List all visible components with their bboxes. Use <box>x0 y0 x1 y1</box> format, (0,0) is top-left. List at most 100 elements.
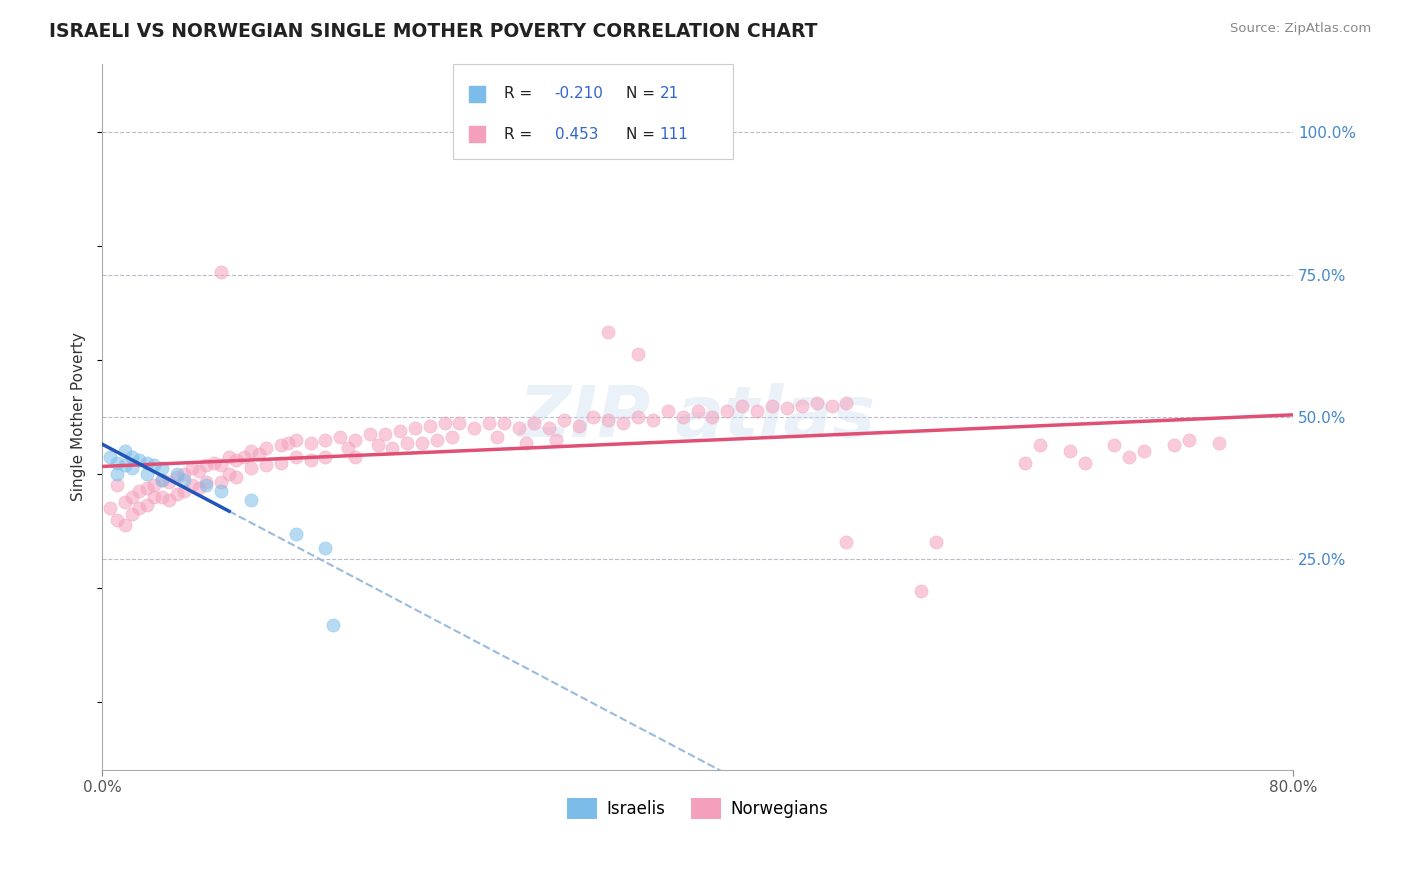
Point <box>560 182 582 196</box>
Point <box>336 442 359 456</box>
Y-axis label: Single Mother Poverty: Single Mother Poverty <box>72 333 86 501</box>
Point <box>329 430 352 444</box>
Point <box>284 450 307 464</box>
Text: ISRAELI VS NORWEGIAN SINGLE MOTHER POVERTY CORRELATION CHART: ISRAELI VS NORWEGIAN SINGLE MOTHER POVER… <box>49 22 818 41</box>
Point <box>835 396 858 410</box>
Point <box>747 404 769 418</box>
Point <box>761 399 783 413</box>
Point <box>1118 450 1140 464</box>
Point <box>314 450 336 464</box>
Point <box>314 541 336 555</box>
Point <box>657 404 679 418</box>
Text: R =: R = <box>503 87 537 102</box>
Point <box>157 475 180 490</box>
Point <box>344 433 367 447</box>
Point <box>254 442 277 456</box>
Point <box>98 450 121 464</box>
Point <box>98 501 121 516</box>
Point <box>247 447 270 461</box>
Point <box>114 444 136 458</box>
Point <box>567 418 589 433</box>
Point <box>419 418 441 433</box>
Point <box>114 458 136 473</box>
Point <box>188 464 211 478</box>
Point <box>173 467 195 481</box>
Point <box>404 421 426 435</box>
Point <box>322 617 344 632</box>
Point <box>494 416 516 430</box>
Point <box>254 458 277 473</box>
Point <box>910 583 932 598</box>
Point <box>209 265 232 279</box>
Legend: Israelis, Norwegians: Israelis, Norwegians <box>560 791 835 825</box>
Point <box>776 401 799 416</box>
Point <box>166 487 188 501</box>
Point <box>508 421 530 435</box>
Point <box>388 424 411 438</box>
Point <box>359 427 381 442</box>
Point <box>225 470 247 484</box>
Point <box>396 435 419 450</box>
Point <box>157 492 180 507</box>
Point <box>485 430 508 444</box>
Point <box>598 413 620 427</box>
Point <box>672 410 695 425</box>
Point <box>641 413 664 427</box>
Text: ZIP atlas: ZIP atlas <box>519 383 876 451</box>
Point <box>433 416 456 430</box>
Point <box>143 458 166 473</box>
Point <box>180 478 202 492</box>
Point <box>150 473 173 487</box>
Point <box>374 427 396 442</box>
FancyBboxPatch shape <box>454 64 734 160</box>
Point <box>135 481 157 495</box>
Point <box>731 399 754 413</box>
Point <box>344 450 367 464</box>
Point <box>612 416 634 430</box>
Point <box>1133 444 1156 458</box>
Point <box>627 347 650 361</box>
Point <box>1178 433 1201 447</box>
Point <box>582 410 605 425</box>
Point <box>121 461 143 475</box>
Point <box>150 461 173 475</box>
Point <box>225 452 247 467</box>
Point <box>114 495 136 509</box>
Point <box>702 410 724 425</box>
Point <box>232 450 254 464</box>
Point <box>270 438 292 452</box>
Text: R =: R = <box>503 127 537 142</box>
Point <box>299 435 322 450</box>
Point <box>284 433 307 447</box>
Point <box>105 512 128 526</box>
Point <box>1208 435 1230 450</box>
Point <box>209 458 232 473</box>
Point <box>180 461 202 475</box>
Point <box>121 507 143 521</box>
Point <box>143 490 166 504</box>
Point <box>121 490 143 504</box>
Text: N =: N = <box>626 127 659 142</box>
Point <box>411 435 433 450</box>
Point <box>314 433 336 447</box>
Point <box>553 413 575 427</box>
Point <box>173 473 195 487</box>
Text: N =: N = <box>626 87 659 102</box>
Point <box>150 490 173 504</box>
Point <box>449 416 471 430</box>
Point <box>195 478 218 492</box>
Text: Source: ZipAtlas.com: Source: ZipAtlas.com <box>1230 22 1371 36</box>
Point <box>515 435 537 450</box>
Point <box>381 442 404 456</box>
Point <box>128 483 150 498</box>
Point <box>523 416 546 430</box>
Text: -0.210: -0.210 <box>555 87 603 102</box>
Text: 111: 111 <box>659 127 689 142</box>
Point <box>1104 438 1126 452</box>
Point <box>195 458 218 473</box>
Point <box>716 404 738 418</box>
Point <box>188 481 211 495</box>
Point <box>105 467 128 481</box>
Point <box>135 498 157 512</box>
Point <box>128 501 150 516</box>
